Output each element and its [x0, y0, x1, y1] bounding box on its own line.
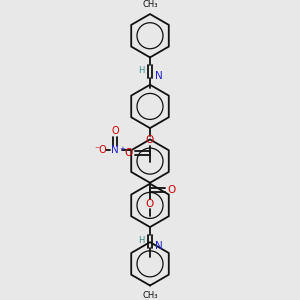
Text: O: O [168, 185, 176, 195]
Text: O: O [111, 126, 119, 136]
Text: N: N [154, 71, 162, 81]
Text: N: N [154, 241, 162, 251]
Text: O: O [146, 135, 154, 146]
Text: H: H [138, 66, 145, 75]
Text: H: H [138, 236, 145, 245]
Text: CH₃: CH₃ [142, 291, 158, 300]
Text: +: + [119, 146, 125, 152]
Text: ⁻O: ⁻O [95, 145, 107, 155]
Text: O: O [124, 148, 132, 158]
Text: CH₃: CH₃ [142, 0, 158, 9]
Text: O: O [146, 199, 154, 208]
Text: N: N [111, 145, 119, 155]
